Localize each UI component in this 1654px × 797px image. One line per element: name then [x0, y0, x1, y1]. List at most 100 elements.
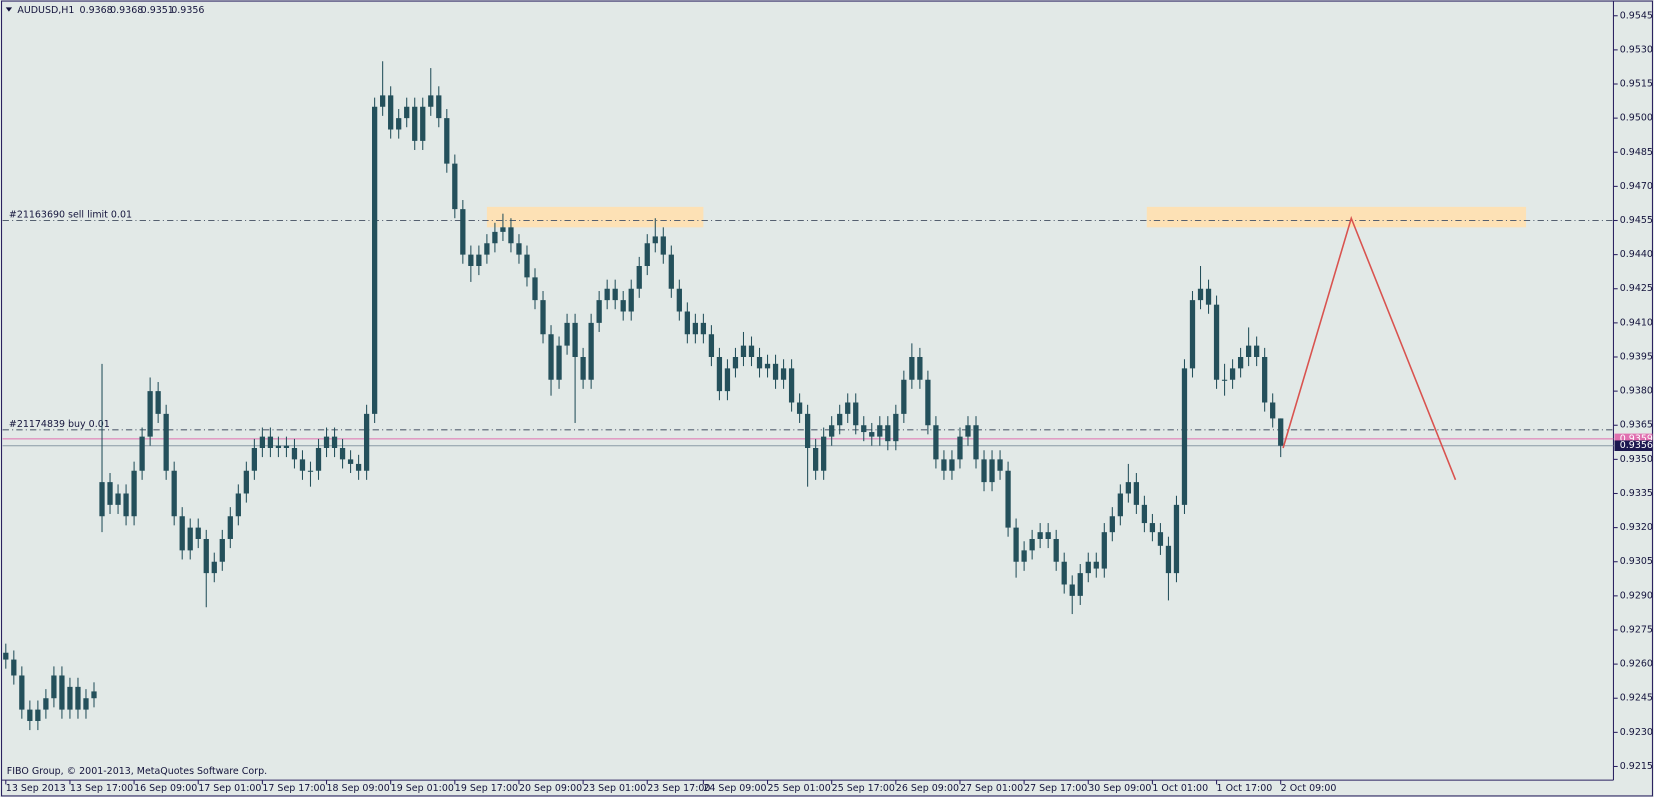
candle-body: [1037, 532, 1043, 539]
candle-body: [1149, 523, 1156, 533]
header-high: 0.9368: [110, 5, 143, 16]
candle-body: [804, 413, 811, 448]
header-open: 0.9368: [80, 5, 113, 16]
candle-body: [203, 538, 209, 574]
y-tick-label: 0.9320: [1620, 522, 1653, 533]
candle-body: [115, 493, 121, 505]
candle-body: [1061, 561, 1067, 585]
candle-body: [1029, 538, 1035, 551]
candle-body: [1133, 482, 1140, 505]
candle-body: [404, 106, 410, 119]
x-tick-label: 16 Sep 09:00: [134, 783, 197, 794]
candle-body: [1205, 288, 1212, 305]
ask-tag: [1614, 433, 1653, 445]
candle-body: [1093, 561, 1099, 569]
candle-body: [909, 356, 915, 380]
candle-body: [171, 470, 177, 517]
candle-body: [700, 322, 707, 335]
candle-body: [259, 436, 266, 448]
candle-body: [211, 561, 217, 574]
y-tick-label: 0.9425: [1620, 283, 1653, 294]
candle-body: [869, 432, 875, 437]
x-tick-label: 27 Sep 17:00: [1024, 783, 1087, 794]
candle-body: [179, 516, 185, 551]
candle-body: [484, 243, 490, 255]
candle-body: [420, 106, 426, 141]
candle-body: [67, 686, 73, 710]
y-tick-label: 0.9485: [1620, 147, 1653, 158]
candle-body: [1013, 527, 1019, 562]
candle-body: [556, 345, 562, 380]
candle-body: [973, 425, 979, 460]
candle-body: [59, 675, 65, 710]
candle-body: [155, 391, 161, 414]
candle-body: [412, 106, 418, 141]
candle-body: [572, 322, 578, 357]
candle-body: [1181, 368, 1188, 505]
candle-body: [788, 368, 795, 403]
candle-body: [107, 482, 113, 505]
y-tick-label: 0.9230: [1620, 727, 1653, 738]
candle-body: [11, 659, 17, 676]
candle-body: [724, 368, 731, 392]
x-tick-label: 30 Sep 09:00: [1088, 783, 1151, 794]
candle-body: [580, 356, 586, 380]
candle-body: [19, 675, 25, 710]
x-tick-label: 24 Sep 09:00: [703, 783, 766, 794]
x-tick-label: 19 Sep 17:00: [455, 783, 518, 794]
candle-body: [1173, 504, 1180, 574]
candle-body: [339, 447, 346, 460]
y-tick-label: 0.9395: [1620, 351, 1653, 362]
x-tick-label: 18 Sep 09:00: [327, 783, 390, 794]
candle-body: [660, 236, 666, 255]
candle-body: [564, 322, 570, 346]
candle-body: [1053, 538, 1059, 562]
menu-arrow[interactable]: [5, 7, 13, 12]
candle-body: [99, 482, 105, 517]
candle-body: [436, 95, 442, 119]
x-tick-label: 25 Sep 01:00: [768, 783, 831, 794]
y-tick-label: 0.9290: [1620, 590, 1653, 601]
candle-body: [323, 436, 330, 448]
candle-body: [3, 652, 9, 660]
x-tick-label: 2 Oct 09:00: [1281, 783, 1337, 794]
candle-body: [780, 368, 787, 380]
candle-body: [684, 311, 690, 335]
candle-body: [452, 163, 458, 210]
candle-body: [27, 709, 33, 721]
candle-body: [925, 379, 931, 426]
candle-body: [853, 402, 859, 426]
candle-body: [139, 436, 145, 471]
x-tick-label: 17 Sep 17:00: [262, 783, 325, 794]
candle-body: [35, 709, 41, 721]
candle-body: [620, 300, 626, 312]
candle-body: [428, 95, 434, 107]
candle-body: [532, 277, 538, 301]
order-label: #21163690 sell limit 0.01: [9, 210, 132, 221]
y-tick-label: 0.9365: [1620, 420, 1653, 431]
header-low: 0.9351: [141, 5, 174, 16]
y-tick-label: 0.9305: [1620, 556, 1653, 567]
x-tick-label: 23 Sep 01:00: [583, 783, 646, 794]
y-tick-label: 0.9215: [1620, 761, 1653, 772]
candle-body: [1189, 300, 1196, 369]
candle-body: [941, 459, 947, 471]
candle-body: [949, 459, 955, 471]
candle-body: [1221, 379, 1228, 381]
candle-body: [772, 363, 779, 380]
candle-body: [75, 686, 81, 710]
candle-body: [1117, 493, 1123, 517]
x-tick-label: 1 Oct 01:00: [1152, 783, 1208, 794]
y-tick-label: 0.9380: [1620, 386, 1653, 397]
candle-body: [363, 413, 370, 471]
candle-body: [796, 402, 803, 414]
candle-body: [195, 527, 201, 539]
candle-body: [1077, 573, 1083, 596]
candle-body: [740, 345, 747, 357]
candle-body: [716, 356, 723, 392]
y-tick-label: 0.9515: [1620, 79, 1653, 90]
candle-body: [588, 322, 594, 380]
candle-body: [540, 300, 546, 335]
candle-body: [291, 447, 298, 460]
